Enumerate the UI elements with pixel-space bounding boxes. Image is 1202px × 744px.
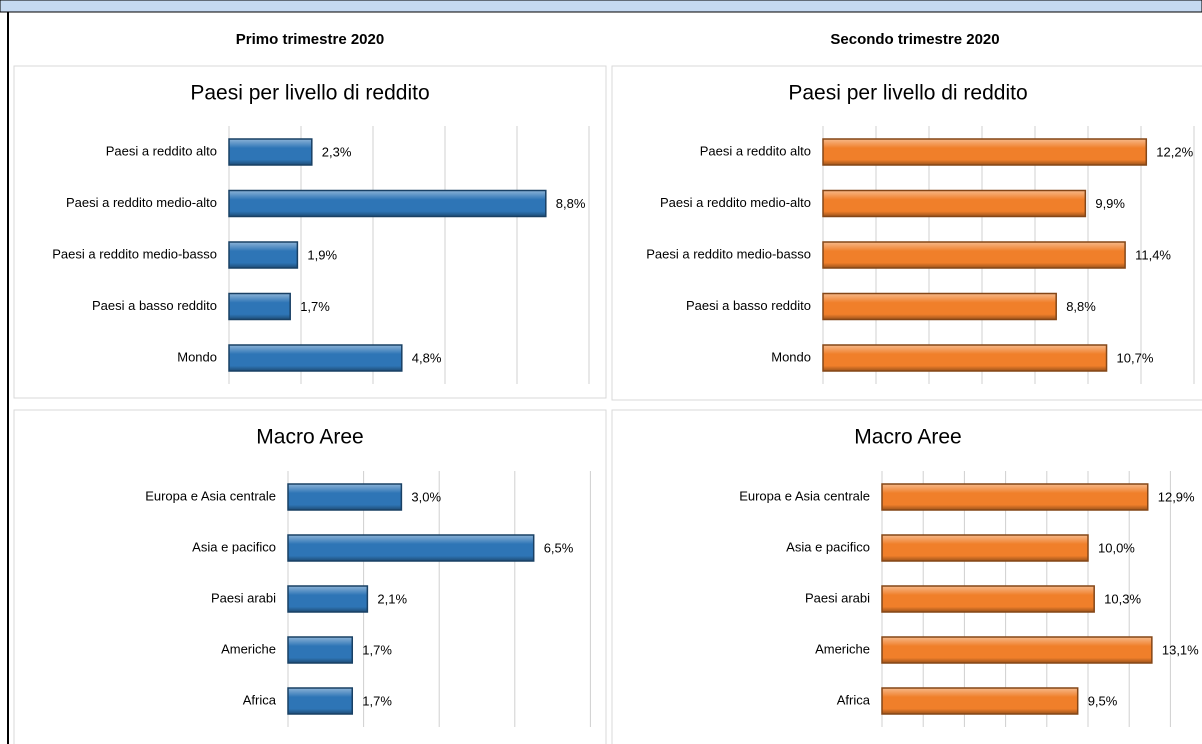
value-label: 2,3% (322, 144, 352, 159)
column-header: Secondo trimestre 2020 (830, 31, 999, 48)
category-label: Paesi a reddito medio-basso (52, 246, 217, 261)
bar (822, 344, 1108, 372)
bar (822, 189, 1087, 218)
value-label: 9,9% (1095, 196, 1125, 211)
category-label: Paesi a basso reddito (686, 298, 811, 313)
category-label: Paesi a reddito alto (700, 143, 811, 158)
bar (228, 138, 313, 166)
value-label: 4,8% (412, 350, 442, 365)
top-band (0, 0, 1202, 13)
bar (287, 483, 403, 511)
value-label: 1,9% (307, 247, 337, 262)
chart-title: Paesi per livello di reddito (190, 82, 429, 105)
bar (881, 483, 1149, 511)
chart-title: Macro Aree (854, 426, 961, 449)
category-label: Europa e Asia centrale (739, 488, 870, 503)
bar (287, 585, 369, 613)
category-label: Americhe (815, 641, 870, 656)
value-label: 2,1% (377, 591, 407, 606)
bar (287, 687, 354, 715)
value-label: 6,5% (544, 540, 574, 555)
bar (822, 292, 1057, 321)
value-label: 10,7% (1117, 350, 1154, 365)
value-label: 10,3% (1104, 591, 1141, 606)
category-label: Europa e Asia centrale (145, 488, 276, 503)
bar (287, 636, 354, 664)
value-label: 1,7% (300, 299, 330, 314)
chart-title: Macro Aree (256, 426, 363, 449)
category-label: Africa (837, 692, 871, 707)
category-label: Asia e pacifico (786, 539, 870, 554)
charts: Paesi per livello di reddito Paesi a redd… (13, 65, 1202, 744)
category-label: Paesi a reddito medio-alto (660, 195, 811, 210)
bar (822, 241, 1126, 269)
category-label: Americhe (221, 641, 276, 656)
category-label: Asia e pacifico (192, 539, 276, 554)
value-label: 9,5% (1088, 693, 1118, 708)
value-label: 11,4% (1135, 247, 1171, 262)
category-label: Paesi arabi (805, 590, 870, 605)
category-label: Africa (243, 692, 277, 707)
value-label: 10,0% (1098, 540, 1135, 555)
bar (287, 534, 535, 562)
bar (822, 138, 1148, 166)
category-label: Paesi a reddito medio-alto (66, 195, 217, 210)
bar (881, 636, 1153, 664)
bar (881, 687, 1079, 715)
category-label: Paesi a reddito alto (106, 143, 217, 158)
bar (228, 292, 291, 321)
category-label: Paesi a basso reddito (92, 298, 217, 313)
column-header: Primo trimestre 2020 (236, 31, 384, 48)
bar (228, 241, 299, 269)
value-label: 12,9% (1158, 489, 1195, 504)
chart-panel (13, 65, 607, 399)
chart-title: Paesi per livello di reddito (788, 82, 1027, 105)
category-label: Paesi arabi (211, 590, 276, 605)
value-label: 3,0% (411, 489, 441, 504)
value-label: 8,8% (556, 196, 586, 211)
value-label: 12,2% (1156, 144, 1193, 159)
value-label: 8,8% (1066, 299, 1096, 314)
category-label: Mondo (177, 349, 217, 364)
category-label: Paesi a reddito medio-basso (646, 246, 811, 261)
bar (228, 344, 403, 372)
bar (881, 534, 1089, 562)
value-label: 1,7% (362, 642, 392, 657)
bar (881, 585, 1095, 613)
bar (228, 189, 547, 218)
value-label: 13,1% (1162, 642, 1199, 657)
value-label: 1,7% (362, 693, 392, 708)
category-label: Mondo (771, 349, 811, 364)
